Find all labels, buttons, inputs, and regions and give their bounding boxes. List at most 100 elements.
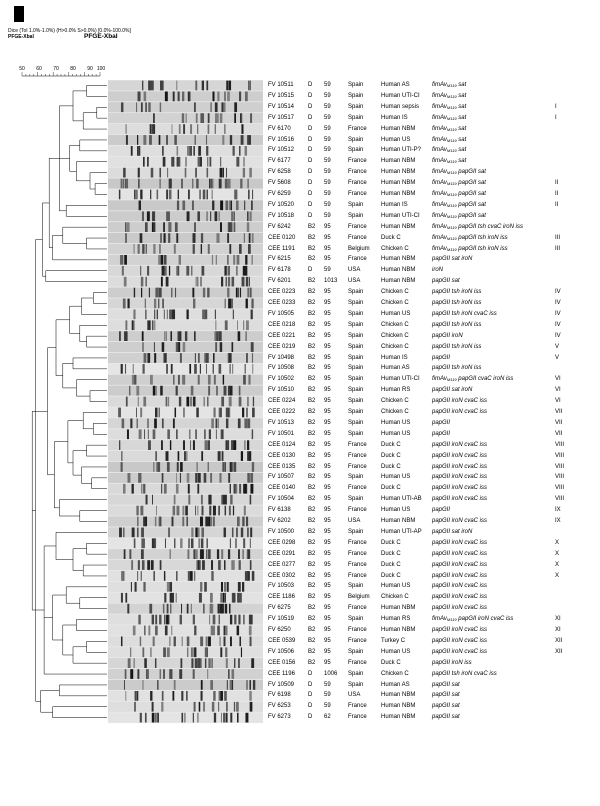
phylogroup: B2 — [308, 300, 316, 306]
gel-band — [203, 473, 207, 483]
gel-band — [163, 571, 166, 581]
country: Spain — [348, 310, 364, 317]
sequence-type: 95 — [324, 409, 331, 415]
fimav-gene-prefix: fimAv — [432, 114, 447, 121]
gel-band — [227, 255, 229, 265]
gel-band — [247, 473, 250, 483]
phylogroup: D — [308, 212, 313, 219]
gel-band — [251, 462, 255, 472]
table-row: FV 10508 B2 95 Spain Human AS papGII tsh iroN… — [0, 363, 600, 374]
gel-band — [212, 614, 216, 625]
gel-band — [180, 462, 183, 472]
gel-band — [186, 636, 190, 647]
gel-band — [182, 342, 186, 352]
gene-list: papGII iroN cvaC iss — [432, 398, 488, 405]
gene-list: papGII iroN cvaC iss — [432, 452, 488, 459]
gel-band — [250, 473, 254, 483]
gene-list: papGII iroN cvaC iss — [432, 474, 488, 481]
gel-band — [207, 113, 210, 123]
gel-band — [246, 680, 248, 690]
gel-lane — [108, 189, 263, 200]
sequence-type: 95 — [324, 376, 331, 383]
gel-band — [130, 146, 133, 156]
gel-band — [178, 342, 181, 352]
gel-lane — [108, 658, 263, 669]
gene-list: sat — [456, 114, 467, 121]
gel-band — [215, 429, 217, 440]
isolate-id: FV 6253 — [268, 703, 291, 710]
gel-band — [228, 298, 232, 309]
gel-band — [225, 625, 228, 636]
gel-band — [214, 211, 218, 222]
gel-band — [234, 102, 238, 113]
fimav-gene-prefix: fimAv — [432, 125, 447, 132]
phylogroup: D — [308, 714, 313, 721]
isolate-source: Human NBM — [381, 180, 416, 187]
gel-band — [127, 473, 131, 483]
gel-band — [158, 287, 162, 298]
gel-band — [142, 244, 145, 254]
gel-band — [177, 189, 180, 200]
gel-band — [172, 91, 175, 102]
gel-band — [143, 396, 147, 407]
gel-band — [239, 636, 242, 647]
isolate-source: Human IS — [381, 201, 408, 208]
gel-band — [191, 527, 194, 538]
gel-band — [210, 211, 212, 222]
fimav-gene-prefix: fimAv — [432, 147, 447, 154]
phylogroup: D — [308, 201, 313, 208]
gel-lane — [108, 396, 263, 407]
gel-band — [157, 462, 161, 472]
gel-lane — [108, 145, 263, 156]
gel-band — [156, 309, 158, 320]
gel-band — [201, 549, 204, 559]
country: USA — [348, 692, 361, 699]
sequence-type: 95 — [324, 539, 331, 546]
gel-band — [141, 331, 144, 341]
fimav-gene-prefix: fimAv — [432, 103, 447, 110]
isolate-source: Chicken C — [381, 332, 409, 339]
gel-band — [157, 680, 159, 690]
gel-band — [245, 91, 248, 102]
table-row: FV 6138 B2 95 France Human US papGII IX — [0, 505, 600, 516]
gel-band — [149, 135, 152, 145]
gel-band — [246, 407, 248, 418]
gel-band — [125, 691, 127, 701]
isolate-source: Human US — [381, 507, 411, 514]
gel-band — [136, 407, 137, 418]
gel-band — [249, 701, 253, 712]
gel-band — [202, 287, 206, 298]
isolate-id: FV 6177 — [268, 158, 291, 165]
gel-band — [181, 636, 183, 647]
cluster-label: V — [555, 343, 560, 350]
gel-band — [201, 113, 205, 123]
mt78-subscript: M119 — [446, 93, 457, 99]
gel-band — [165, 331, 167, 341]
gel-band — [216, 233, 218, 243]
gel-band — [220, 647, 223, 658]
gel-band — [151, 124, 154, 134]
gel-band — [202, 309, 205, 320]
gel-band — [144, 429, 146, 440]
gel-band — [160, 80, 163, 91]
country: Spain — [348, 343, 364, 350]
gel-band — [188, 189, 190, 200]
gel-band — [244, 265, 248, 276]
phylogroup: B2 — [308, 289, 316, 296]
gel-band — [247, 135, 250, 145]
gel-band — [195, 429, 197, 440]
isolate-id: CEE 1196 — [268, 670, 295, 677]
gel-lane — [108, 385, 263, 396]
gel-band — [229, 222, 231, 232]
gel-band — [200, 244, 203, 254]
gel-band — [225, 407, 229, 418]
gel-band — [229, 200, 233, 211]
gel-band — [163, 483, 167, 494]
virulence-genes: papGII iroN cvaC iss — [432, 451, 487, 462]
gene-list: papGII iroN cvaC iss — [432, 550, 488, 557]
gene-list: papGII cvaC iroN iss — [456, 376, 514, 383]
scale-tick-label: 60 — [36, 66, 42, 72]
gel-lane — [108, 483, 263, 494]
isolate-id: FV 10517 — [268, 114, 295, 121]
gel-band — [231, 298, 233, 309]
